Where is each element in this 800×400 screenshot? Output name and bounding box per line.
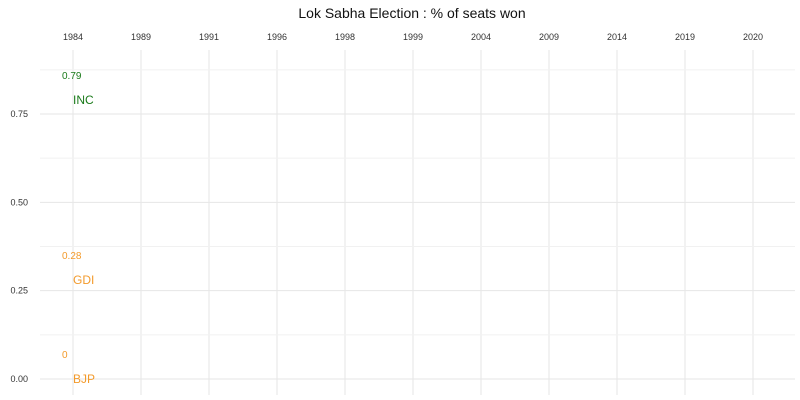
series-label: INC (73, 93, 94, 107)
x-tick-label: 1989 (131, 32, 151, 42)
y-tick-label: 0.75 (10, 109, 28, 119)
x-tick-label: 2020 (743, 32, 763, 42)
series-marks: 0.79 INC 0.28 GDI 0 BJP (62, 71, 95, 386)
x-tick-label: 1984 (63, 32, 83, 42)
x-axis: 1984 1989 1991 1996 1998 1999 2004 2009 2014 2019… (63, 32, 763, 42)
data-label: 0.79 (62, 71, 82, 82)
y-axis: 0.00 0.25 0.50 0.75 (10, 109, 28, 384)
x-tick-label: 2019 (675, 32, 695, 42)
series-label: GDI (73, 273, 94, 287)
x-tick-label: 2014 (607, 32, 627, 42)
x-tick-label: 1999 (403, 32, 423, 42)
chart-title: Lok Sabha Election : % of seats won (298, 5, 525, 21)
series-label: BJP (73, 372, 95, 386)
x-tick-label: 1998 (335, 32, 355, 42)
grid (40, 50, 795, 395)
x-tick-label: 1996 (267, 32, 287, 42)
y-tick-label: 0.50 (10, 197, 28, 207)
x-tick-label: 1991 (199, 32, 219, 42)
x-tick-label: 2004 (471, 32, 491, 42)
data-label: 0.28 (62, 251, 82, 262)
y-tick-label: 0.00 (10, 374, 28, 384)
y-tick-label: 0.25 (10, 286, 28, 296)
x-tick-label: 2009 (539, 32, 559, 42)
data-label: 0 (62, 350, 68, 361)
